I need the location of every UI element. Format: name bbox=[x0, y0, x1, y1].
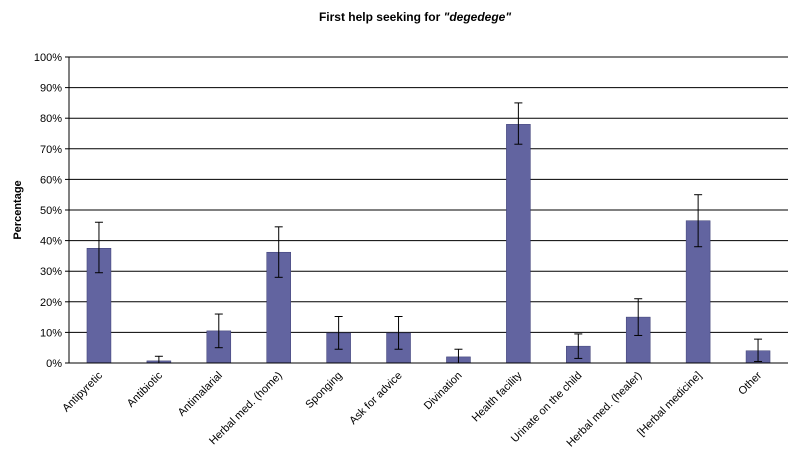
bar bbox=[86, 248, 112, 364]
y-tick-label: 70% bbox=[40, 144, 62, 156]
y-tick-label: 60% bbox=[40, 174, 62, 186]
y-axis-label: Percentage bbox=[12, 180, 24, 239]
y-tick-label: 50% bbox=[40, 205, 62, 217]
error-bars bbox=[94, 102, 763, 364]
x-tick-label: Antipyretic bbox=[60, 369, 105, 414]
chart-title-emphasis: "degedege" bbox=[444, 10, 512, 24]
chart-title: First help seeking for "degedege" bbox=[319, 10, 511, 24]
bars bbox=[86, 124, 771, 364]
x-tick-label: Divination bbox=[422, 370, 465, 413]
y-tick-label: 0% bbox=[46, 358, 62, 370]
y-tick-label: 100% bbox=[34, 52, 62, 64]
x-tick-label: Health facility bbox=[470, 369, 525, 424]
x-tick-labels: Antipyretic Antibiotic AntimalarialHerbal … bbox=[60, 369, 764, 449]
axes bbox=[68, 57, 788, 364]
gridlines bbox=[69, 56, 788, 333]
y-tick-label: 30% bbox=[40, 266, 62, 278]
x-tick-label: Antibiotic bbox=[125, 369, 165, 409]
x-tick-label: [Herbal medicine] bbox=[635, 370, 704, 439]
y-tick-label: 20% bbox=[40, 297, 62, 309]
x-tick-label: Sponging bbox=[303, 370, 344, 411]
y-tick-label: 40% bbox=[40, 236, 62, 248]
x-tick-label: Antimalarial bbox=[176, 370, 225, 419]
x-tick-label: Ask for advice bbox=[347, 370, 404, 427]
y-tick-label: 10% bbox=[40, 327, 62, 339]
y-tick-labels: 0% 10% 20% 30% 40% 50% 60% 70% 80% 90% 100% bbox=[34, 52, 69, 370]
chart-title-main: First help seeking for bbox=[319, 10, 444, 24]
bar bbox=[506, 124, 531, 364]
x-tick-label: Other bbox=[736, 369, 764, 397]
y-tick-label: 80% bbox=[40, 113, 62, 125]
y-tick-label: 90% bbox=[40, 83, 62, 95]
